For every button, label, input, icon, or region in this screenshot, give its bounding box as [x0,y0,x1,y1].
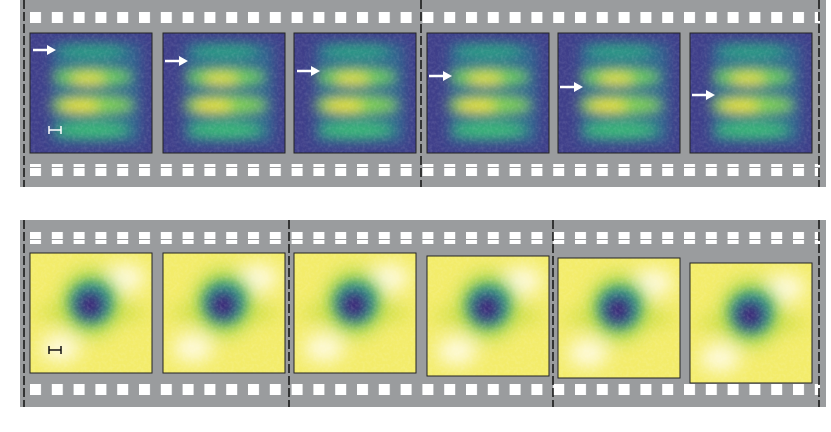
frame [163,253,285,373]
frame [294,33,416,153]
scale-bar [48,346,62,354]
frame [558,33,680,153]
frame [163,33,285,153]
scale-bar [48,126,62,134]
frame [558,258,680,378]
frame [30,253,152,373]
film-strip-bottom [20,220,826,407]
frame [427,256,549,376]
frame [690,263,812,383]
frame [427,33,549,153]
frame [294,253,416,373]
film-strip-top [20,0,826,187]
